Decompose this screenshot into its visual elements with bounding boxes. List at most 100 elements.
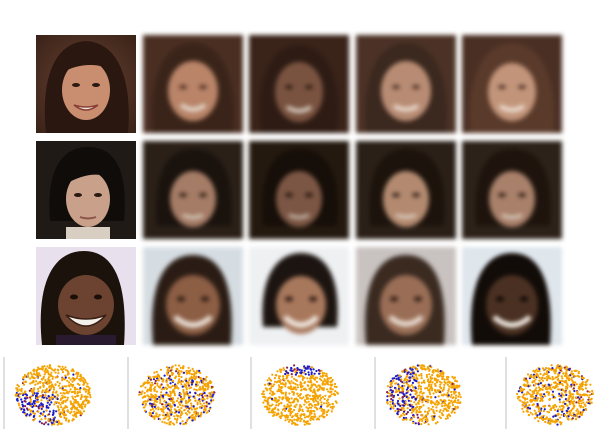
scatter-point xyxy=(192,373,195,376)
scatter-point xyxy=(311,366,314,369)
scatter-point xyxy=(153,415,156,418)
scatter-point xyxy=(47,419,50,422)
scatter-point xyxy=(413,401,416,404)
scatter-point xyxy=(577,402,581,405)
scatter-point xyxy=(272,410,275,413)
scatter-point xyxy=(151,407,154,410)
scatter-point xyxy=(266,379,269,382)
scatter-point xyxy=(187,394,190,397)
scatter-point xyxy=(529,384,532,387)
scatter-point xyxy=(201,395,204,399)
scatter-point xyxy=(559,408,562,411)
scatter-point xyxy=(545,375,549,378)
scatter-point xyxy=(429,377,432,380)
scatter-point xyxy=(446,383,449,386)
scatter-point xyxy=(86,382,89,385)
scatter-point xyxy=(423,365,426,368)
scatter-point xyxy=(301,378,304,381)
scatter-point xyxy=(167,418,170,421)
scatter-point xyxy=(57,422,61,425)
scatter-point xyxy=(394,391,397,394)
scatter-point xyxy=(201,385,204,388)
scatter-point xyxy=(299,417,302,420)
face-r3-c3-reconstruction xyxy=(249,247,349,345)
scatter-point xyxy=(303,416,307,419)
scatter-point xyxy=(168,417,171,420)
scatter-point xyxy=(22,411,25,414)
scatter-point xyxy=(44,379,47,382)
scatter-point xyxy=(303,387,306,390)
scatter-point xyxy=(294,423,297,426)
scatter-point xyxy=(436,421,439,424)
scatter-point xyxy=(290,419,293,422)
scatter-point xyxy=(33,404,36,407)
scatter-point xyxy=(440,402,443,405)
scatter-point xyxy=(312,399,315,402)
scatter-point xyxy=(551,378,554,381)
scatter-point xyxy=(73,406,76,409)
scatter-point xyxy=(48,364,52,367)
scatter-point xyxy=(292,392,296,395)
scatter-point xyxy=(459,401,462,404)
scatter-point xyxy=(426,367,429,370)
scatter-point xyxy=(533,375,536,378)
scatter-point xyxy=(166,407,170,410)
scatter-point xyxy=(152,410,155,413)
scatter-point xyxy=(170,406,173,409)
scatter-point xyxy=(401,370,404,373)
scatter-point xyxy=(280,412,283,415)
scatter-point xyxy=(273,411,276,414)
scatter-point xyxy=(323,397,326,401)
scatter-point xyxy=(418,397,421,400)
scatter-point xyxy=(454,405,457,408)
scatter-point xyxy=(290,397,293,400)
scatter-point xyxy=(582,406,585,409)
scatter-point xyxy=(389,392,392,395)
scatter-point xyxy=(173,403,176,406)
scatter-point xyxy=(173,390,176,393)
scatter-point xyxy=(541,418,545,422)
scatter-point xyxy=(535,411,538,414)
scatter-point xyxy=(285,415,288,418)
scatter-point xyxy=(560,379,564,382)
scatter-point xyxy=(306,365,309,368)
scatter-point xyxy=(565,399,568,402)
scatter-point xyxy=(77,394,80,397)
scatter-point xyxy=(270,385,273,388)
scatter-point xyxy=(310,368,313,371)
scatter-point xyxy=(199,393,202,396)
scatter-point xyxy=(82,381,85,384)
scatter-point xyxy=(529,389,532,392)
scatter-point xyxy=(35,397,39,400)
scatter-point xyxy=(66,409,69,412)
scatter-point xyxy=(539,388,542,391)
scatter-point xyxy=(535,387,538,390)
scatter-point xyxy=(404,400,407,403)
scatter-point xyxy=(307,400,310,403)
scatter-point xyxy=(52,418,56,421)
scatter-point xyxy=(29,371,32,374)
scatter-point xyxy=(190,404,193,407)
scatter-point xyxy=(578,397,581,401)
scatter-point xyxy=(540,394,543,397)
scatter-point xyxy=(165,366,169,369)
scatter-point xyxy=(303,413,306,416)
scatter-point xyxy=(536,370,539,373)
scatter-point xyxy=(151,381,154,384)
scatter-point xyxy=(169,423,172,426)
scatter-panel-4 xyxy=(374,355,474,431)
scatter-point xyxy=(420,374,423,377)
scatter-point xyxy=(321,383,324,386)
scatter-point xyxy=(307,371,310,374)
scatter-point xyxy=(524,377,528,380)
scatter-point xyxy=(303,369,306,372)
scatter-point xyxy=(206,394,209,397)
scatter-point xyxy=(85,396,88,399)
scatter-point xyxy=(188,396,191,399)
scatter-point xyxy=(426,386,429,390)
scatter-point xyxy=(330,393,333,396)
scatter-point xyxy=(30,409,33,412)
scatter-point xyxy=(60,406,63,409)
scatter-point xyxy=(24,381,27,384)
scatter-point xyxy=(328,395,331,398)
